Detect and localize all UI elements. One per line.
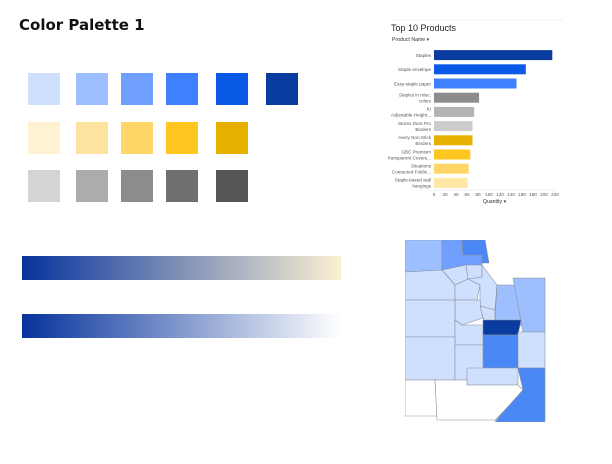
- color-swatch-d4d4d4: [28, 170, 60, 202]
- category-label-10-line-1: Staple-based wall: [395, 178, 431, 183]
- x-tick-20: 20: [442, 192, 448, 197]
- category-label-8-line-1: GBC Premium: [401, 149, 431, 154]
- x-tick-160: 160: [518, 192, 526, 197]
- color-swatch-e6b000: [216, 122, 248, 154]
- category-label-9-line-2: Contoured Foldin...: [392, 170, 431, 175]
- category-label-5-line-2: Adjustable-Height...: [391, 113, 431, 118]
- region-18: [404, 336, 456, 381]
- bar-1: [434, 50, 553, 61]
- region-15: [482, 319, 522, 336]
- x-tick-220: 220: [551, 192, 559, 197]
- x-tick-100: 100: [485, 192, 493, 197]
- bar-3: [434, 78, 517, 89]
- region-11: [454, 299, 484, 326]
- bar-9: [434, 163, 469, 174]
- x-tick-0: 0: [433, 192, 436, 197]
- category-label-7-line-2: Binders: [415, 141, 431, 146]
- color-swatch-0a58e6: [216, 73, 248, 105]
- color-swatch-8c8c8c: [121, 170, 153, 202]
- category-label-9-line-1: Situations: [411, 164, 432, 169]
- category-label-4-line-1: Staples in misc.: [399, 93, 431, 98]
- region-21: [404, 379, 438, 417]
- category-label-4-line-2: colors: [419, 99, 432, 104]
- gradient-bar-blue-to-white: [22, 314, 341, 338]
- x-tick-200: 200: [540, 192, 548, 197]
- x-tick-80: 80: [475, 192, 481, 197]
- category-label-3-line-1: Easy-staple paper: [394, 81, 431, 86]
- category-label-5-line-1: KI: [427, 107, 431, 112]
- x-tick-40: 40: [453, 192, 459, 197]
- category-label-7-line-1: Avery Non-Stick: [398, 135, 432, 140]
- bar-10: [434, 177, 468, 188]
- bar-chart-svg: Top 10 Products Product Name ▾ Staples Stap…: [388, 19, 563, 205]
- bar-2: [434, 64, 526, 75]
- color-swatch-0a3b9e: [266, 73, 298, 105]
- x-tick-140: 140: [507, 192, 515, 197]
- x-tick-120: 120: [496, 192, 504, 197]
- color-swatch-6f9fff: [121, 73, 153, 105]
- category-label-6-line-2: Binders: [415, 127, 431, 132]
- category-label-8-line-2: Transparent Covers...: [388, 155, 431, 160]
- region-20: [466, 367, 519, 386]
- bar-8: [434, 149, 471, 160]
- bar-4: [434, 92, 480, 103]
- color-swatch-ffe3a0: [76, 122, 108, 154]
- chart-title: Top 10 Products: [391, 23, 457, 33]
- bar-5: [434, 106, 475, 117]
- region-16: [482, 334, 519, 369]
- color-swatch-fff2d2: [28, 122, 60, 154]
- region-7: [454, 278, 481, 301]
- color-swatch-cfe0ff: [28, 73, 60, 105]
- bar-6: [434, 121, 473, 132]
- region-3: [461, 239, 490, 264]
- choropleth-map: [404, 239, 550, 423]
- category-label-6-line-1: Storex Dura Pro: [398, 121, 431, 126]
- region-4: [465, 264, 483, 280]
- category-header: Product Name ▾: [392, 37, 430, 43]
- color-swatch-707070: [166, 170, 198, 202]
- top-products-chart: Top 10 Products Product Name ▾ Staples Stap…: [388, 18, 566, 208]
- color-swatch-9ebfff: [76, 73, 108, 105]
- page-title: Color Palette 1: [19, 16, 145, 34]
- map-svg: [404, 239, 546, 423]
- gradient-bar-blue-to-cream: [22, 256, 341, 280]
- color-swatch-3e80ff: [166, 73, 198, 105]
- region-17: [517, 331, 546, 369]
- x-axis-label: Quantity ▾: [483, 199, 507, 205]
- region-14: [454, 319, 486, 346]
- color-swatch-acacac: [76, 170, 108, 202]
- x-tick-60: 60: [464, 192, 470, 197]
- region-1: [404, 239, 443, 273]
- bar-7: [434, 135, 473, 146]
- region-13: [404, 299, 456, 338]
- category-label-2-line-1: Staple envelope: [398, 67, 431, 72]
- color-swatch-555555: [216, 170, 248, 202]
- color-swatch-ffc61f: [166, 122, 198, 154]
- x-tick-180: 180: [529, 192, 537, 197]
- color-swatch-ffd667: [121, 122, 153, 154]
- category-label-1-line-1: Staples: [416, 53, 432, 58]
- category-label-10-line-2: hangings: [412, 184, 431, 189]
